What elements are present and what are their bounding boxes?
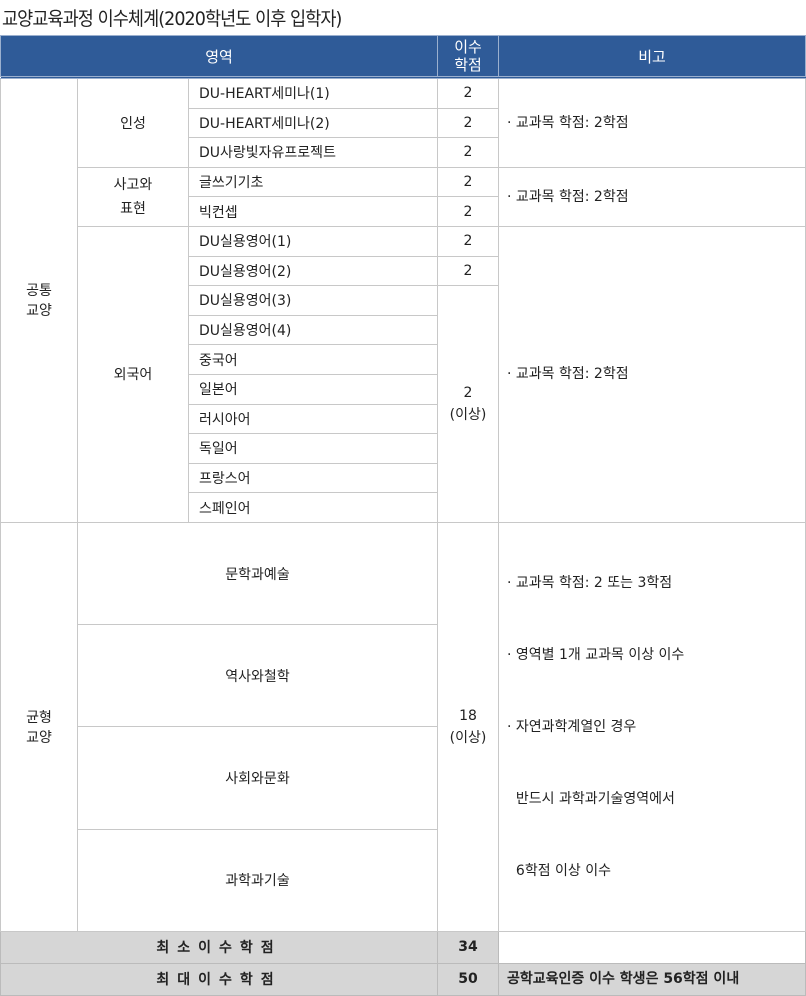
header-note: 비고 xyxy=(498,35,806,79)
course-name: 빅컨셉 xyxy=(187,196,439,227)
table-row: DU실용영어(3) 2 (이상) xyxy=(1,285,806,523)
group-note: · 교과목 학점: 2학점 xyxy=(498,77,806,168)
group-label: 사고와 표현 xyxy=(77,166,189,227)
area-name: 과학과기술 xyxy=(76,828,439,932)
table-row: DU-HEART세미나(2) 2 xyxy=(1,107,806,139)
area-name: 사회와문화 xyxy=(76,726,439,830)
course-name: DU실용영어(4) xyxy=(187,314,439,346)
course-name: DU실용영어(1) xyxy=(187,225,439,257)
summary-value: 34 xyxy=(437,930,500,964)
course-credit: 2 xyxy=(437,225,500,257)
course-name: DU-HEART세미나(2) xyxy=(187,107,439,139)
course-name: DU사랑빛자유프로젝트 xyxy=(187,137,439,168)
header-area: 영역 xyxy=(0,35,439,79)
common-label: 공통 교양 xyxy=(0,77,78,523)
course-name: DU실용영어(3) xyxy=(187,285,439,316)
curriculum-table: 영역 이수 학점 비고 공통 교양 인성 DU-HEART세미나(1) 2 · … xyxy=(0,35,806,996)
summary-row-max: 최대이수학점 50 공학교육인증 이수 학생은 56학점 이내 xyxy=(0,962,806,996)
summary-label: 최대이수학점 xyxy=(0,962,439,996)
note-line: · 자연과학계열인 경우 xyxy=(507,718,637,735)
table-row: DU실용영어(4) xyxy=(1,314,806,346)
area-name: 역사와철학 xyxy=(76,624,439,728)
course-name: DU-HEART세미나(1) xyxy=(187,77,439,109)
balanced-credit: 18 (이상) xyxy=(437,521,500,932)
course-name: DU실용영어(2) xyxy=(187,255,439,287)
summary-note xyxy=(498,930,806,964)
summary-note: 공학교육인증 이수 학생은 56학점 이내 xyxy=(498,962,806,996)
group-label: 외국어 xyxy=(77,225,189,523)
course-name: 스페인어 xyxy=(187,492,439,523)
course-name: 러시아어 xyxy=(187,403,439,435)
note-line: 6학점 이상 이수 xyxy=(507,862,612,879)
group-label: 인성 xyxy=(77,77,189,168)
course-credit: 2 xyxy=(437,196,500,227)
page-title: 교양교육과정 이수체계(2020학년도 이후 입학자) xyxy=(2,8,342,30)
group-note: · 교과목 학점: 2학점 xyxy=(498,225,806,523)
group-note: · 교과목 학점: 2학점 xyxy=(498,166,806,227)
course-credit: 2 xyxy=(437,77,500,109)
course-credit: 2 xyxy=(437,107,500,139)
note-line: · 영역별 1개 교과목 이상 이수 xyxy=(507,646,685,663)
course-name: 중국어 xyxy=(187,344,439,375)
course-name: 글쓰기기초 xyxy=(187,166,439,198)
course-credit: 2 (이상) xyxy=(437,285,500,523)
course-credit: 2 xyxy=(437,137,500,168)
area-name: 문학과예술 xyxy=(76,521,439,626)
header-row: 영역 이수 학점 비고 xyxy=(0,35,806,79)
balanced-label: 균형 교양 xyxy=(0,521,78,932)
table-row: 러시아어 xyxy=(1,403,806,435)
table-row: 빅컨셉 2 xyxy=(1,196,806,227)
table-row: 일본어 xyxy=(1,373,806,405)
balanced-notes: · 교과목 학점: 2 또는 3학점 · 영역별 1개 교과목 이상 이수 · … xyxy=(498,521,806,932)
note-line: 반드시 과학과기술영역에서 xyxy=(507,790,675,807)
course-name: 독일어 xyxy=(187,433,439,464)
summary-row-min: 최소이수학점 34 xyxy=(0,930,806,964)
summary-label: 최소이수학점 xyxy=(0,930,439,964)
header-credits: 이수 학점 xyxy=(437,35,500,79)
course-name: 일본어 xyxy=(187,373,439,405)
course-credit: 2 xyxy=(437,166,500,198)
table-row: 독일어 xyxy=(1,433,806,464)
summary-value: 50 xyxy=(437,962,500,996)
table-row: 공통 교양 인성 DU-HEART세미나(1) 2 · 교과목 학점: 2학점 xyxy=(0,77,806,523)
course-credit: 2 xyxy=(437,255,500,287)
table-row: 사고와 표현 글쓰기기초 2 · 교과목 학점: 2학점 xyxy=(1,166,806,227)
table-row: 프랑스어 xyxy=(1,462,806,494)
table-row: 균형 교양 문학과예술 18 (이상) · 교과목 학점: 2 또는 3학점 ·… xyxy=(0,521,806,932)
course-name: 프랑스어 xyxy=(187,462,439,494)
note-line: · 교과목 학점: 2 또는 3학점 xyxy=(507,574,673,591)
table-row: 외국어 DU실용영어(1) 2 · 교과목 학점: 2학점 xyxy=(1,225,806,523)
